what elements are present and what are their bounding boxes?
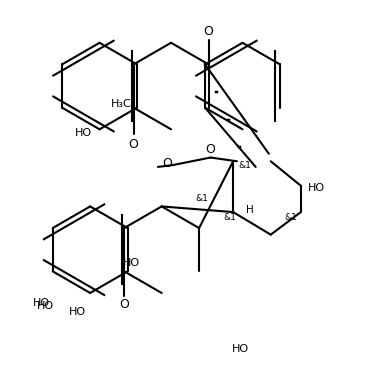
Text: O: O bbox=[206, 144, 215, 157]
Text: &1: &1 bbox=[284, 213, 297, 222]
Text: HO: HO bbox=[69, 307, 86, 317]
Text: O: O bbox=[129, 138, 138, 151]
Text: O: O bbox=[119, 298, 129, 311]
Text: &1: &1 bbox=[196, 194, 208, 204]
Text: HO: HO bbox=[308, 183, 325, 193]
Text: HO: HO bbox=[37, 301, 54, 312]
Text: HO: HO bbox=[123, 258, 140, 268]
Text: HO: HO bbox=[232, 344, 249, 354]
Text: H₃C: H₃C bbox=[111, 99, 131, 109]
Text: O: O bbox=[162, 157, 172, 170]
Text: O: O bbox=[204, 25, 213, 38]
Text: HO: HO bbox=[33, 298, 50, 308]
Text: H: H bbox=[246, 205, 254, 215]
Text: HO: HO bbox=[75, 128, 92, 138]
Text: &1: &1 bbox=[224, 213, 237, 222]
Text: &1: &1 bbox=[239, 161, 252, 169]
